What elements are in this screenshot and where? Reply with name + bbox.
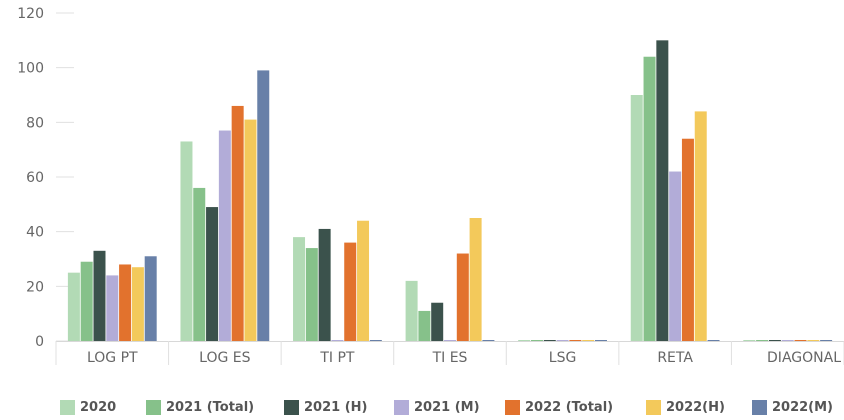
y-tick-label: 20 bbox=[26, 279, 44, 295]
bar bbox=[569, 340, 582, 341]
y-tick-label: 40 bbox=[26, 225, 44, 241]
x-tick-label: TI PT bbox=[319, 350, 355, 366]
y-tick-label: 0 bbox=[35, 334, 44, 350]
legend-label: 2020 bbox=[80, 400, 117, 415]
bar bbox=[694, 111, 707, 342]
bar bbox=[669, 171, 682, 341]
bar bbox=[357, 220, 370, 341]
bar bbox=[93, 250, 106, 341]
bar bbox=[582, 340, 595, 341]
bars bbox=[67, 40, 833, 342]
bar bbox=[482, 340, 495, 341]
legend-item[interactable]: 2021 (H) bbox=[284, 400, 367, 415]
bar bbox=[594, 340, 607, 341]
y-axis: 0 20 40 60 80 100 120 bbox=[17, 6, 74, 350]
bar bbox=[206, 207, 219, 341]
bar bbox=[131, 267, 144, 341]
legend-label: 2021 (Total) bbox=[166, 400, 255, 415]
legend-item[interactable]: 2021 (M) bbox=[394, 400, 480, 415]
bar bbox=[369, 340, 382, 341]
bar bbox=[344, 242, 357, 341]
bar bbox=[106, 275, 119, 341]
legend-swatch bbox=[60, 400, 75, 415]
y-tick-label: 100 bbox=[17, 61, 44, 77]
bar bbox=[231, 105, 244, 342]
bar bbox=[305, 248, 318, 341]
legend-item[interactable]: 2022 (Total) bbox=[505, 400, 613, 415]
bar bbox=[768, 340, 781, 341]
bar bbox=[418, 310, 431, 341]
bar bbox=[405, 280, 418, 341]
legend-swatch bbox=[146, 400, 161, 415]
bar bbox=[119, 264, 132, 341]
bar bbox=[630, 95, 643, 341]
bar bbox=[781, 340, 794, 341]
legend-label: 2021 (H) bbox=[304, 400, 368, 415]
bar bbox=[193, 187, 206, 341]
bar bbox=[518, 340, 531, 341]
bar bbox=[820, 340, 833, 341]
bar bbox=[794, 340, 807, 341]
bar bbox=[444, 340, 456, 341]
bar bbox=[530, 340, 543, 341]
x-tick-label: LOG ES bbox=[199, 350, 250, 366]
legend-swatch bbox=[752, 400, 767, 415]
bar bbox=[80, 261, 93, 341]
bar bbox=[431, 302, 444, 341]
legend-swatch bbox=[394, 400, 409, 415]
bar bbox=[456, 253, 469, 341]
y-tick-label: 60 bbox=[26, 170, 44, 186]
legend-item[interactable]: 2020 bbox=[60, 400, 116, 415]
bar bbox=[144, 256, 157, 341]
legend: 2020 2021 (Total) 2021 (H) 2021 (M) 2022 (To… bbox=[0, 396, 844, 420]
y-tick-label: 120 bbox=[17, 6, 44, 22]
x-axis: LOG PT LOG ES TI PT TI ES LSG RETA DIAGONAL bbox=[55, 341, 844, 366]
bar bbox=[756, 340, 769, 341]
legend-label: 2022(H) bbox=[666, 400, 725, 415]
bar bbox=[681, 138, 694, 341]
legend-label: 2022 (Total) bbox=[525, 400, 614, 415]
x-tick-label: RETA bbox=[657, 350, 693, 366]
legend-swatch bbox=[646, 400, 661, 415]
bar bbox=[257, 70, 270, 342]
bar bbox=[244, 119, 257, 341]
y-tick-label: 80 bbox=[26, 115, 44, 131]
legend-swatch bbox=[284, 400, 299, 415]
bar bbox=[218, 130, 231, 341]
bar bbox=[543, 340, 556, 341]
x-tick-label: LSG bbox=[549, 350, 577, 366]
x-tick-label: DIAGONAL bbox=[767, 350, 841, 366]
bar bbox=[469, 218, 482, 341]
bar bbox=[318, 228, 331, 341]
bar bbox=[656, 40, 669, 341]
legend-item[interactable]: 2022(H) bbox=[646, 400, 725, 415]
bar bbox=[67, 272, 80, 341]
bar bbox=[293, 237, 306, 341]
bar bbox=[743, 340, 756, 341]
legend-label: 2021 (M) bbox=[414, 400, 480, 415]
legend-item[interactable]: 2022(M) bbox=[752, 400, 833, 415]
x-tick-label: LOG PT bbox=[87, 350, 138, 366]
legend-label: 2022(M) bbox=[772, 400, 834, 415]
bar bbox=[556, 340, 569, 341]
bar bbox=[643, 56, 656, 341]
legend-swatch bbox=[505, 400, 520, 415]
bar bbox=[180, 141, 193, 341]
bar bbox=[807, 340, 820, 341]
bar bbox=[331, 340, 344, 341]
legend-item[interactable]: 2021 (Total) bbox=[146, 400, 254, 415]
x-tick-label: TI ES bbox=[432, 350, 468, 366]
bar bbox=[707, 340, 720, 341]
